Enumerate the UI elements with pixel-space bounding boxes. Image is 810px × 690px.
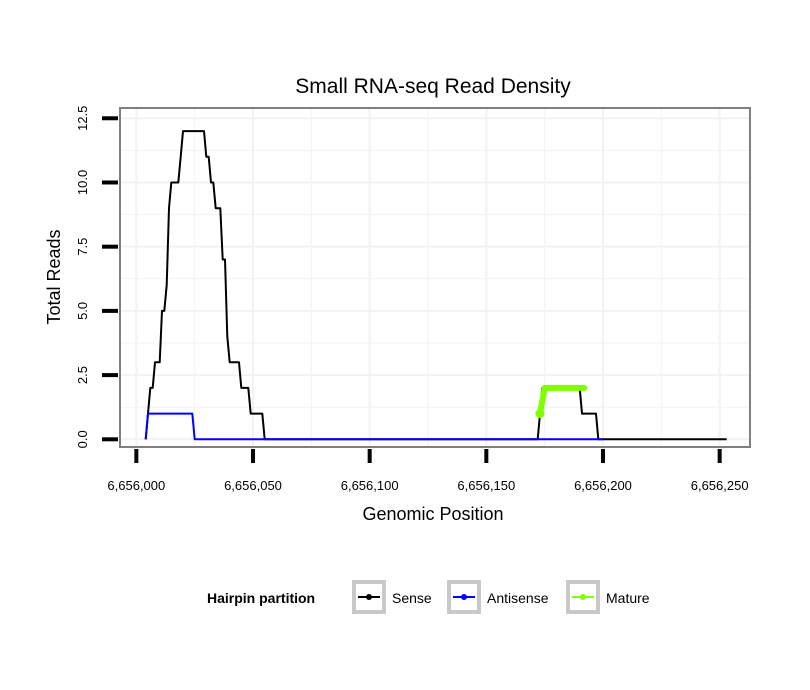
legend: Hairpin partition Sense Antisense Mature bbox=[207, 580, 650, 614]
legend-dot-mature bbox=[580, 594, 586, 600]
y-tick-label: 5.0 bbox=[75, 302, 90, 320]
plot-border bbox=[119, 107, 751, 448]
x-axis-title: Genomic Position bbox=[362, 504, 503, 524]
y-tick-label: 0.0 bbox=[75, 430, 90, 448]
plot-area bbox=[119, 107, 751, 448]
x-tick-label: 6,656,250 bbox=[691, 478, 749, 493]
legend-dot-sense bbox=[366, 594, 372, 600]
legend-item-antisense: Antisense bbox=[447, 580, 549, 614]
y-tick-label: 12.5 bbox=[75, 106, 90, 131]
series-lines bbox=[144, 130, 727, 441]
legend-label-antisense: Antisense bbox=[487, 590, 549, 606]
x-tick-label: 6,656,100 bbox=[341, 478, 399, 493]
x-tick-label: 6,656,000 bbox=[107, 478, 165, 493]
plot-background bbox=[120, 108, 750, 447]
legend-item-mature: Mature bbox=[566, 580, 650, 614]
x-tick-label: 6,656,050 bbox=[224, 478, 282, 493]
legend-dot-antisense bbox=[461, 594, 467, 600]
legend-label-mature: Mature bbox=[606, 590, 650, 606]
series-point-mature bbox=[535, 409, 545, 419]
series-line-mature bbox=[537, 384, 588, 417]
y-tick-label: 10.0 bbox=[75, 170, 90, 195]
legend-label-sense: Sense bbox=[392, 590, 432, 606]
x-tick-label: 6,656,150 bbox=[457, 478, 515, 493]
y-axis-title: Total Reads bbox=[44, 229, 64, 324]
legend-key-sense bbox=[352, 580, 386, 614]
y-tick-label: 7.5 bbox=[75, 238, 90, 256]
legend-title: Hairpin partition bbox=[207, 590, 315, 606]
y-tick-label: 2.5 bbox=[75, 366, 90, 384]
y-axis: 0.0 2.5 5.0 7.5 10.0 12.5 bbox=[75, 106, 118, 448]
x-tick-label: 6,656,200 bbox=[574, 478, 632, 493]
x-axis: 6,656,000 6,656,050 6,656,100 6,656,150 6,65… bbox=[107, 449, 749, 493]
series-line-antisense bbox=[144, 412, 603, 441]
legend-item-sense: Sense bbox=[352, 580, 432, 614]
chart-title: Small RNA-seq Read Density bbox=[295, 75, 571, 98]
